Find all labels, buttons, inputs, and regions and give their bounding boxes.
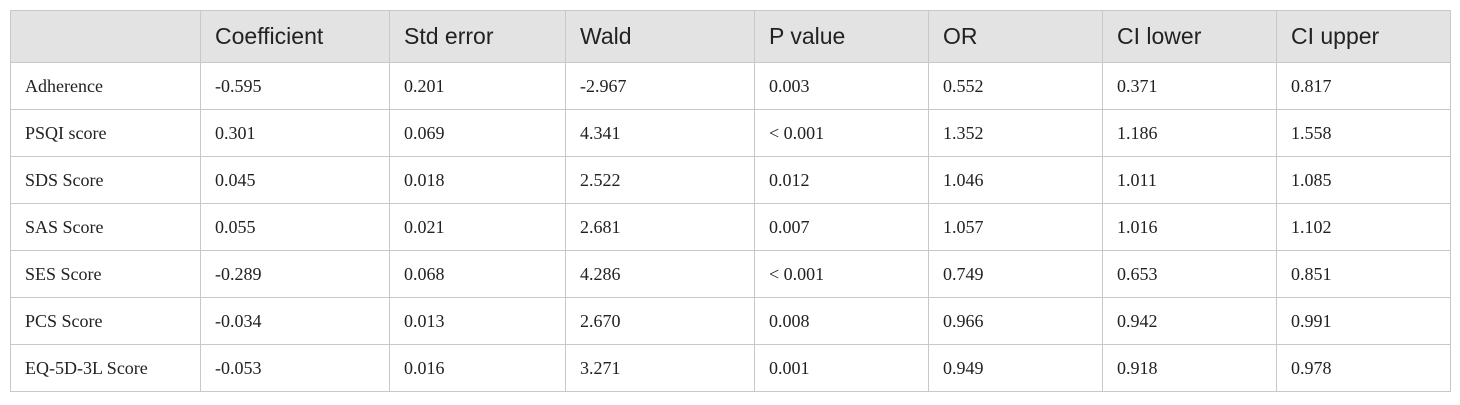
column-header: P value: [754, 10, 929, 63]
header-row: Coefficient Std error Wald P value OR CI lowe…: [10, 10, 1451, 63]
regression-table: Coefficient Std error Wald P value OR CI lowe…: [10, 10, 1451, 392]
table-cell: 0.045: [200, 156, 390, 204]
table-cell: 0.018: [389, 156, 566, 204]
table-row: SES Score -0.289 0.068 4.286 < 0.001 0.749 0.6…: [10, 250, 1451, 298]
table-cell: 1.085: [1276, 156, 1451, 204]
table-row: SAS Score 0.055 0.021 2.681 0.007 1.057 1.016 1…: [10, 203, 1451, 251]
table-cell: 0.201: [389, 62, 566, 110]
table-cell: 0.371: [1102, 62, 1277, 110]
column-header: CI upper: [1276, 10, 1451, 63]
table-cell: 0.552: [928, 62, 1103, 110]
column-header: CI lower: [1102, 10, 1277, 63]
table-cell: 0.749: [928, 250, 1103, 298]
table-cell: 4.341: [565, 109, 755, 157]
row-label: Adherence: [10, 62, 201, 110]
table-cell: -0.053: [200, 344, 390, 392]
table-cell: 0.016: [389, 344, 566, 392]
table-cell: 0.069: [389, 109, 566, 157]
table-row: PSQI score 0.301 0.069 4.341 < 0.001 1.352 1.1…: [10, 109, 1451, 157]
table-cell: 1.352: [928, 109, 1103, 157]
table-cell: 0.003: [754, 62, 929, 110]
table-cell: -0.034: [200, 297, 390, 345]
table-cell: 1.046: [928, 156, 1103, 204]
table-row: EQ-5D-3L Score -0.053 0.016 3.271 0.001 0.949…: [10, 344, 1451, 392]
row-label: EQ-5D-3L Score: [10, 344, 201, 392]
table-cell: < 0.001: [754, 109, 929, 157]
table-cell: 1.102: [1276, 203, 1451, 251]
table-cell: 0.851: [1276, 250, 1451, 298]
table-cell: 0.817: [1276, 62, 1451, 110]
table-cell: 0.013: [389, 297, 566, 345]
table-cell: 0.068: [389, 250, 566, 298]
table-cell: -2.967: [565, 62, 755, 110]
table-cell: 1.016: [1102, 203, 1277, 251]
column-header: Std error: [389, 10, 566, 63]
row-label: PSQI score: [10, 109, 201, 157]
table-body: Adherence -0.595 0.201 -2.967 0.003 0.552 0.37…: [10, 62, 1451, 392]
table-cell: 0.012: [754, 156, 929, 204]
table-cell: 0.001: [754, 344, 929, 392]
table-cell: 1.558: [1276, 109, 1451, 157]
row-label: SDS Score: [10, 156, 201, 204]
table-cell: 0.007: [754, 203, 929, 251]
table-cell: 1.011: [1102, 156, 1277, 204]
table-row: PCS Score -0.034 0.013 2.670 0.008 0.966 0.942…: [10, 297, 1451, 345]
row-label: SES Score: [10, 250, 201, 298]
column-header: Wald: [565, 10, 755, 63]
row-label: PCS Score: [10, 297, 201, 345]
table-cell: 1.186: [1102, 109, 1277, 157]
table-cell: 0.055: [200, 203, 390, 251]
table-cell: 0.966: [928, 297, 1103, 345]
table-cell: 2.670: [565, 297, 755, 345]
table-cell: 0.021: [389, 203, 566, 251]
table-row: Adherence -0.595 0.201 -2.967 0.003 0.552 0.37…: [10, 62, 1451, 110]
table-cell: 0.008: [754, 297, 929, 345]
table-cell: -0.595: [200, 62, 390, 110]
column-header: OR: [928, 10, 1103, 63]
table-cell: 2.522: [565, 156, 755, 204]
table-cell: 0.949: [928, 344, 1103, 392]
table-cell: 0.978: [1276, 344, 1451, 392]
table-cell: 0.918: [1102, 344, 1277, 392]
table-cell: 2.681: [565, 203, 755, 251]
header-cell-blank: [10, 10, 201, 63]
table-cell: 0.653: [1102, 250, 1277, 298]
table-cell: 0.991: [1276, 297, 1451, 345]
table-cell: 3.271: [565, 344, 755, 392]
table-cell: 0.301: [200, 109, 390, 157]
table-container: Coefficient Std error Wald P value OR CI lowe…: [10, 10, 1451, 392]
table-cell: 4.286: [565, 250, 755, 298]
table-row: SDS Score 0.045 0.018 2.522 0.012 1.046 1.011 1…: [10, 156, 1451, 204]
table-cell: -0.289: [200, 250, 390, 298]
table-cell: 1.057: [928, 203, 1103, 251]
table-cell: 0.942: [1102, 297, 1277, 345]
row-label: SAS Score: [10, 203, 201, 251]
table-cell: < 0.001: [754, 250, 929, 298]
column-header: Coefficient: [200, 10, 390, 63]
